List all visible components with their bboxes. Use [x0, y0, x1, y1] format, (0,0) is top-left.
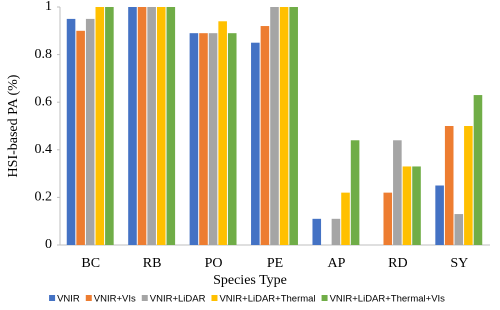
bar: [402, 166, 412, 245]
legend-label: VNIR+VIs: [94, 294, 136, 305]
bar: [105, 7, 114, 245]
x-tick-label: PE: [267, 256, 283, 271]
y-tick-label: 0.2: [35, 190, 53, 205]
bar: [76, 30, 85, 245]
bar: [312, 218, 322, 245]
bar: [251, 42, 260, 246]
y-tick-label: 0.8: [35, 47, 53, 62]
bar: [66, 18, 76, 246]
y-tick-label: 0: [45, 237, 52, 252]
bar: [341, 192, 350, 245]
bar: [393, 140, 402, 245]
x-tick-label: PO: [205, 256, 223, 271]
legend-swatch: [85, 295, 92, 301]
bar: [464, 126, 473, 245]
bar: [85, 18, 95, 246]
x-tick-label: RD: [388, 256, 407, 271]
bar: [227, 33, 237, 246]
bar: [444, 126, 454, 245]
x-tick-label: SY: [450, 256, 468, 271]
bar: [147, 7, 156, 245]
x-axis-label: Species Type: [213, 273, 287, 288]
x-tick-label: BC: [81, 256, 100, 271]
y-tick-label: 0.4: [35, 142, 53, 157]
legend-label: VNIR+LiDAR: [150, 294, 206, 305]
bar: [383, 192, 393, 245]
bar: [454, 214, 464, 245]
bar: [199, 33, 208, 246]
legend-swatch: [211, 295, 218, 301]
bar: [435, 185, 444, 245]
legend-label: VNIR: [57, 294, 80, 305]
legend-swatch: [321, 295, 328, 301]
y-axis-label: HSI-based PA (%): [6, 74, 21, 177]
bar: [289, 7, 298, 245]
bar: [218, 21, 227, 246]
bar: [350, 140, 360, 245]
bar: [208, 33, 218, 246]
bar: [137, 7, 147, 245]
bar: [166, 7, 176, 245]
legend-label: VNIR+LiDAR+Thermal+VIs: [330, 294, 446, 305]
legend-label: VNIR+LiDAR+Thermal: [219, 294, 315, 305]
bar: [279, 7, 289, 245]
x-tick-label: AP: [327, 256, 345, 271]
x-tick-label: RB: [143, 256, 162, 271]
bar: [156, 7, 166, 245]
y-tick-label: 0.6: [35, 94, 53, 109]
bar: [189, 33, 199, 246]
legend-swatch: [49, 295, 56, 301]
bar: [473, 95, 483, 245]
y-tick-label: 1: [45, 0, 52, 14]
bar: [412, 166, 421, 245]
bar: [260, 26, 270, 246]
bar: [270, 7, 279, 245]
bar: [128, 7, 137, 245]
bar: [331, 218, 341, 245]
bar: [95, 7, 105, 245]
legend-swatch: [141, 295, 148, 301]
